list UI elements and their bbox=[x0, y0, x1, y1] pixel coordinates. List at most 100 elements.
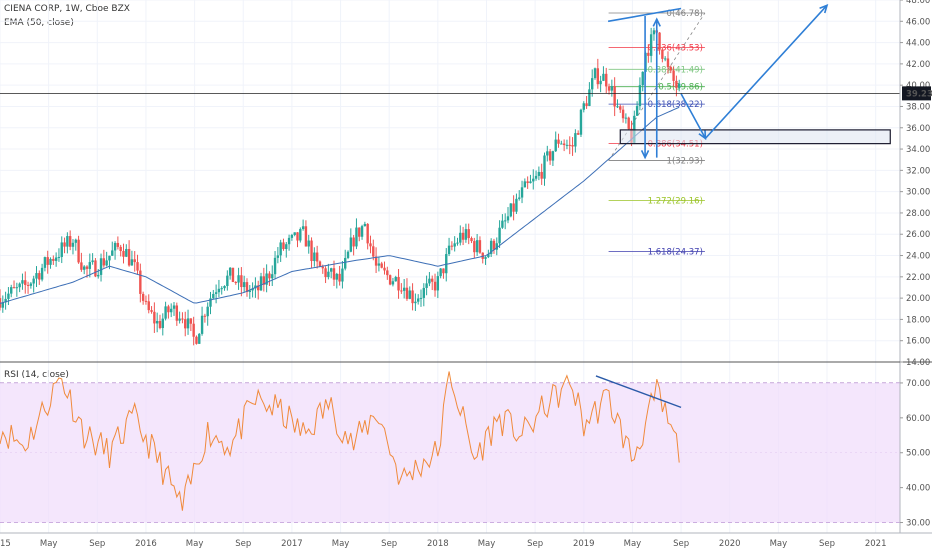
candle bbox=[329, 267, 333, 279]
candle bbox=[372, 239, 375, 261]
ema-legend: EMA (50, close) bbox=[4, 18, 74, 28]
candle bbox=[1, 295, 5, 313]
candle bbox=[271, 265, 274, 287]
candle bbox=[540, 163, 543, 185]
candle bbox=[397, 268, 400, 299]
candle bbox=[638, 77, 642, 111]
candle bbox=[450, 241, 454, 251]
candle-body bbox=[548, 151, 552, 161]
candle-body bbox=[324, 268, 327, 278]
candle-body bbox=[299, 229, 302, 241]
candle bbox=[464, 223, 468, 243]
candle bbox=[363, 221, 367, 227]
candle bbox=[125, 244, 128, 258]
candle-body bbox=[301, 226, 305, 230]
candle-body bbox=[94, 260, 97, 277]
candle bbox=[299, 227, 302, 243]
candle-body bbox=[231, 267, 235, 283]
swing-down-arrowhead bbox=[640, 150, 650, 160]
candle bbox=[116, 236, 120, 250]
candle bbox=[259, 272, 263, 292]
candle bbox=[414, 293, 417, 311]
candle bbox=[248, 284, 251, 299]
candle-body bbox=[189, 318, 193, 324]
candle-body bbox=[21, 280, 24, 284]
candle bbox=[532, 169, 535, 190]
candle bbox=[501, 214, 504, 229]
candle-body bbox=[534, 175, 538, 179]
candle-body bbox=[318, 261, 322, 267]
candle bbox=[198, 333, 201, 344]
price-resistance-trendline bbox=[607, 7, 682, 23]
candle-body bbox=[574, 133, 577, 147]
candle bbox=[18, 282, 21, 293]
candle-body bbox=[40, 267, 44, 280]
candle-body bbox=[68, 236, 72, 247]
candle bbox=[49, 257, 52, 269]
candle bbox=[206, 302, 209, 326]
candle-body bbox=[456, 242, 459, 244]
chart-title: CIENA CORP, 1W, Cboe BZX bbox=[4, 4, 130, 14]
candle bbox=[52, 255, 55, 265]
price-tick-label: 44.00 bbox=[906, 39, 930, 49]
candle-body bbox=[478, 240, 482, 253]
candle-body bbox=[447, 245, 451, 255]
candle-body bbox=[1, 302, 5, 308]
candle bbox=[203, 313, 207, 323]
candle-body bbox=[360, 226, 364, 237]
candle bbox=[641, 71, 644, 92]
candle bbox=[523, 178, 527, 188]
time-tick-label: 2020 bbox=[719, 539, 741, 549]
candle bbox=[593, 67, 597, 80]
candle-body bbox=[158, 320, 162, 329]
candle bbox=[588, 82, 591, 107]
candle-body bbox=[139, 270, 142, 294]
candle bbox=[425, 275, 428, 296]
candle-body bbox=[99, 258, 103, 275]
candle bbox=[164, 301, 167, 321]
candle bbox=[178, 311, 181, 324]
candle bbox=[15, 282, 19, 297]
candle bbox=[119, 244, 122, 257]
candle bbox=[141, 291, 145, 305]
candle bbox=[77, 235, 80, 264]
candle-body bbox=[585, 103, 588, 106]
rsi-divergence-trendline bbox=[595, 375, 682, 409]
candle bbox=[189, 318, 193, 332]
candle-body bbox=[144, 300, 148, 302]
candle-body bbox=[32, 278, 35, 284]
candle-body bbox=[282, 242, 285, 250]
candle bbox=[554, 131, 557, 152]
candle-body bbox=[287, 237, 291, 245]
candle bbox=[576, 130, 580, 135]
candle bbox=[489, 238, 493, 258]
candle-body bbox=[529, 181, 532, 184]
candle-body bbox=[599, 80, 602, 85]
candle bbox=[172, 302, 176, 316]
candle bbox=[607, 83, 611, 95]
candle-body bbox=[52, 258, 55, 261]
candle bbox=[296, 232, 299, 248]
candle-body bbox=[217, 288, 221, 293]
candle bbox=[543, 152, 546, 186]
candle-body bbox=[63, 242, 66, 247]
candle-body bbox=[192, 323, 195, 337]
time-tick-label: Sep bbox=[819, 539, 835, 549]
candle-body bbox=[184, 319, 187, 329]
candle-body bbox=[610, 86, 614, 91]
candle-body bbox=[647, 52, 650, 56]
candle-body bbox=[537, 171, 541, 176]
fib-trend-line bbox=[608, 12, 706, 161]
current-price-value: 39.23 bbox=[906, 89, 932, 99]
candle bbox=[616, 99, 619, 109]
candle-body bbox=[526, 181, 529, 184]
price-tick-label: 38.00 bbox=[906, 102, 930, 112]
candle-body bbox=[108, 255, 111, 261]
candle-body bbox=[461, 232, 465, 240]
candle-body bbox=[119, 246, 122, 252]
candle bbox=[411, 283, 414, 311]
time-tick-label: Sep bbox=[89, 539, 105, 549]
candle-body bbox=[35, 273, 38, 279]
candle-body bbox=[663, 58, 667, 60]
candle bbox=[481, 252, 484, 264]
